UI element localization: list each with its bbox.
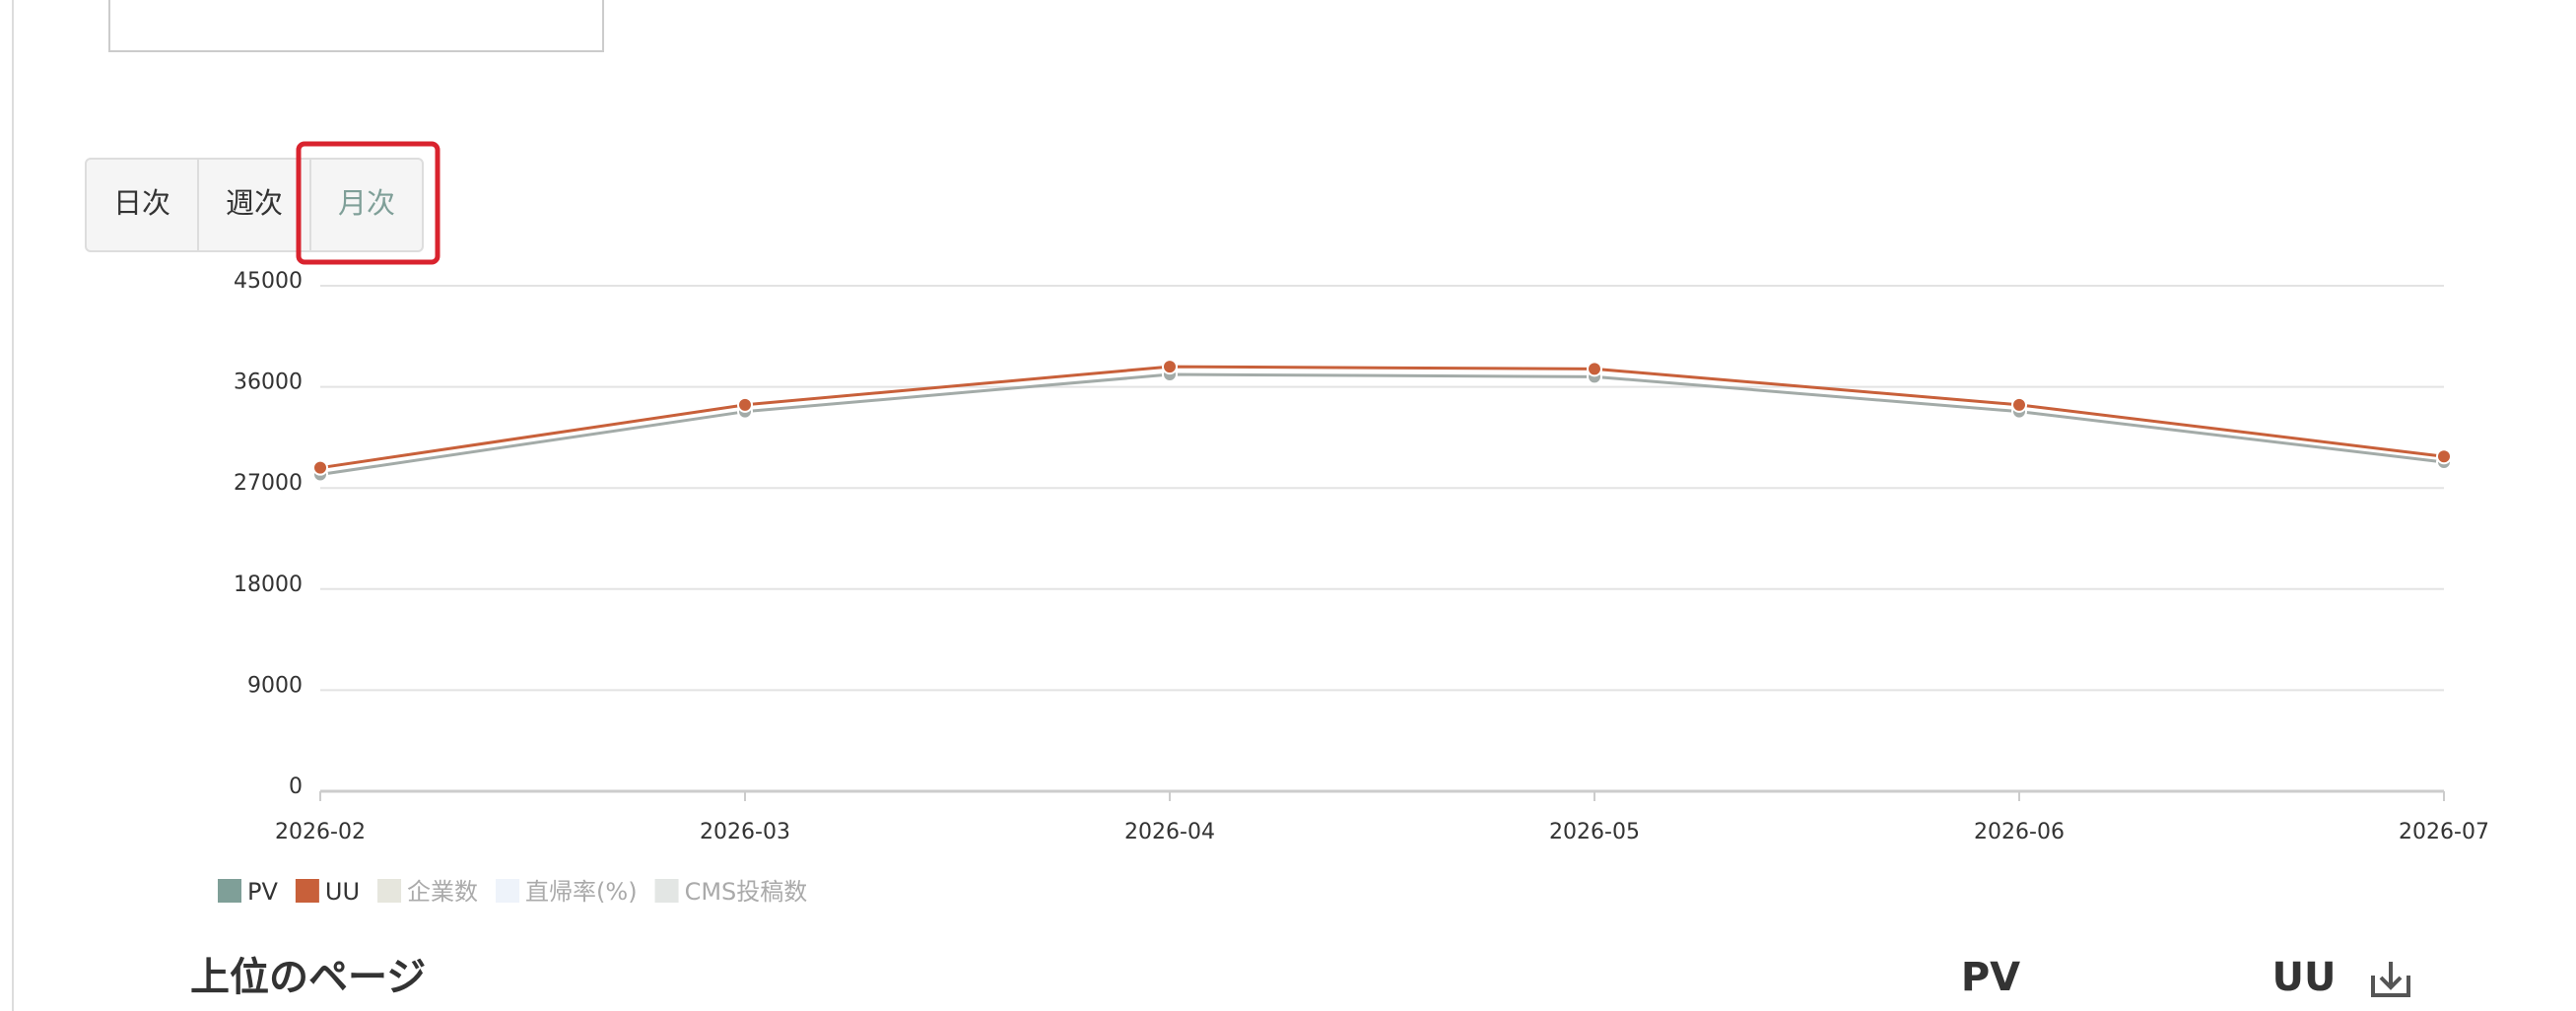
legend-label[interactable]: 直帰率(%): [525, 878, 638, 906]
tab-weekly[interactable]: 週次: [226, 186, 283, 220]
column-header: PV: [1961, 955, 2020, 1000]
legend-label[interactable]: CMS投稿数: [685, 878, 808, 906]
chart: 0 9000 18000 27000 36000 45000 2026-02 2026-03 2…: [234, 269, 2489, 844]
point: [312, 459, 328, 476]
series-line: [319, 365, 2445, 470]
y-tick-label: 9000: [247, 673, 303, 698]
y-tick-label: 45000: [234, 269, 303, 294]
legend-swatch: [654, 879, 679, 903]
input-box: [108, 0, 604, 52]
download-tray: [2371, 976, 2410, 997]
column-header: UU: [2272, 955, 2337, 1000]
series-line: [319, 372, 2445, 477]
tab-frame: [85, 158, 424, 252]
y-tick-label: 36000: [234, 371, 303, 395]
download-icon[interactable]: [2371, 962, 2410, 997]
legend-label[interactable]: UU: [325, 878, 360, 906]
legend-swatch: [377, 879, 402, 903]
legend: PV UU 企業数 直帰率(%) CMS投稿数: [218, 878, 807, 906]
x-tick-label: 2026-06: [1974, 820, 2065, 844]
tab-group: 日次 週次 月次: [85, 141, 441, 265]
point: [1587, 361, 1602, 377]
x-tick-label: 2026-02: [275, 820, 366, 844]
x-tick-label: 2026-04: [1124, 820, 1215, 844]
y-tick-label: 27000: [234, 471, 303, 496]
point: [737, 396, 753, 413]
section-title: 上位のページ: [190, 955, 426, 1000]
download-arrow: [2379, 962, 2403, 990]
point: [2011, 396, 2027, 413]
y-tick-label: 0: [289, 775, 303, 799]
legend-swatch: [496, 879, 520, 903]
point: [1162, 359, 1178, 375]
highlight-box: [296, 141, 441, 265]
tab-monthly[interactable]: 月次: [338, 186, 395, 220]
x-tick-label: 2026-05: [1549, 820, 1640, 844]
x-tick-label: 2026-03: [700, 820, 790, 844]
legend-label[interactable]: 企業数: [407, 878, 478, 906]
tab-daily[interactable]: 日次: [113, 186, 170, 220]
point: [2436, 448, 2452, 465]
y-tick-label: 18000: [234, 573, 303, 597]
legend-swatch: [295, 879, 319, 903]
legend-label[interactable]: PV: [247, 878, 278, 906]
x-tick-label: 2026-07: [2399, 820, 2489, 844]
legend-swatch: [218, 879, 241, 903]
